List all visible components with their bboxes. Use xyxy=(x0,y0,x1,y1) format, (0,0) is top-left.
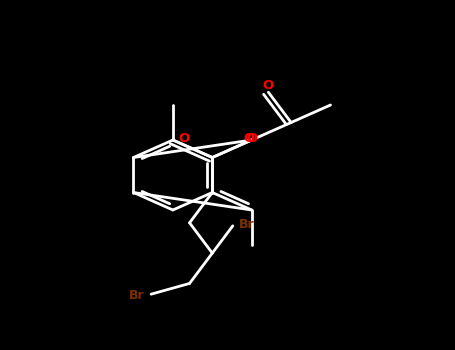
Text: O: O xyxy=(246,132,258,145)
Text: O: O xyxy=(244,132,255,145)
Text: Br: Br xyxy=(238,218,254,231)
Text: O: O xyxy=(263,79,274,92)
Text: Br: Br xyxy=(129,289,144,302)
Text: O: O xyxy=(179,132,190,145)
